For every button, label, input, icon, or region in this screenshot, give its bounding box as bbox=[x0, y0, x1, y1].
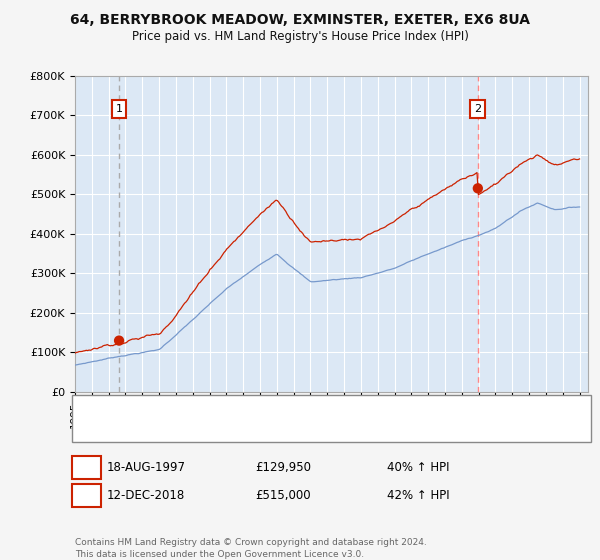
Text: 12-DEC-2018: 12-DEC-2018 bbox=[107, 489, 185, 502]
Text: HPI: Average price, detached house, Teignbridge: HPI: Average price, detached house, Teig… bbox=[119, 424, 373, 434]
Point bbox=[473, 184, 482, 193]
Text: 1: 1 bbox=[116, 104, 122, 114]
Text: 40% ↑ HPI: 40% ↑ HPI bbox=[387, 461, 449, 474]
Text: 64, BERRYBROOK MEADOW, EXMINSTER, EXETER, EX6 8UA: 64, BERRYBROOK MEADOW, EXMINSTER, EXETER… bbox=[70, 13, 530, 27]
Text: 2: 2 bbox=[474, 104, 481, 114]
Text: 1: 1 bbox=[83, 461, 90, 474]
Text: Price paid vs. HM Land Registry's House Price Index (HPI): Price paid vs. HM Land Registry's House … bbox=[131, 30, 469, 43]
Text: £515,000: £515,000 bbox=[255, 489, 311, 502]
Text: £129,950: £129,950 bbox=[255, 461, 311, 474]
Point bbox=[114, 336, 124, 345]
Text: 64, BERRYBROOK MEADOW, EXMINSTER, EXETER, EX6 8UA (detached house): 64, BERRYBROOK MEADOW, EXMINSTER, EXETER… bbox=[119, 404, 522, 414]
Text: 42% ↑ HPI: 42% ↑ HPI bbox=[387, 489, 449, 502]
Text: 18-AUG-1997: 18-AUG-1997 bbox=[107, 461, 186, 474]
Text: Contains HM Land Registry data © Crown copyright and database right 2024.
This d: Contains HM Land Registry data © Crown c… bbox=[75, 538, 427, 559]
Text: 2: 2 bbox=[83, 489, 90, 502]
